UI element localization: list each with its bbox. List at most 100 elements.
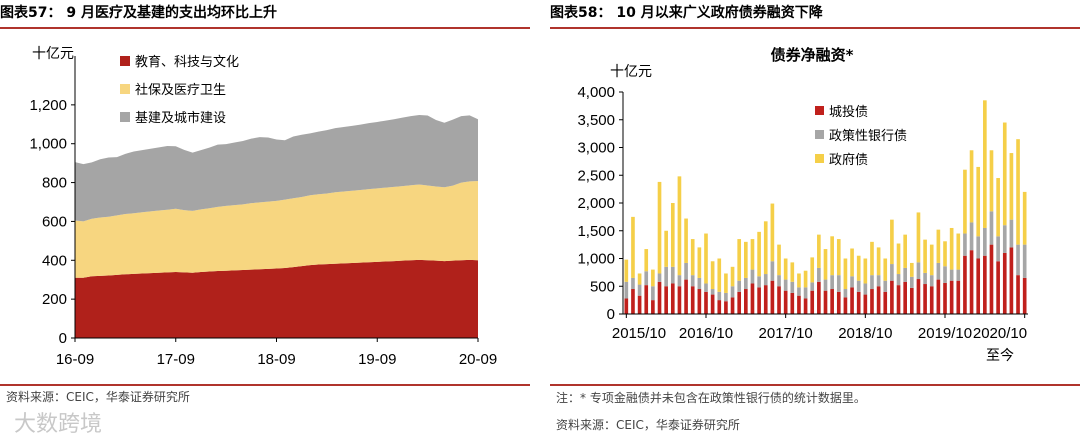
x-tick-label: 16-09 <box>56 351 94 368</box>
bar-1 <box>976 236 981 259</box>
bar-1 <box>823 279 828 291</box>
bar-2 <box>730 266 735 287</box>
bar-2 <box>1009 153 1014 220</box>
bar-2 <box>624 259 629 282</box>
bar-1 <box>963 233 967 256</box>
bar-0 <box>909 287 914 314</box>
bar-1 <box>1022 244 1027 278</box>
bar-0 <box>724 301 728 314</box>
bar-1 <box>969 222 974 251</box>
bar-2 <box>724 273 728 293</box>
legend-swatch-1 <box>815 130 824 139</box>
area-chart: 0 200 400 600 800 1,000 1,200 16-09 17-09 18-09 19… <box>29 46 497 368</box>
bar-2 <box>823 249 828 280</box>
bar-2 <box>890 219 894 265</box>
source-text: 资料来源：CEIC，华泰证券研究所 <box>6 390 190 404</box>
bar-1 <box>757 276 761 288</box>
bar-1 <box>989 211 994 245</box>
bar-0 <box>830 289 834 314</box>
bar-2 <box>856 255 861 281</box>
bar-1 <box>843 289 848 298</box>
legend-label-2: 基建及城市建设 <box>135 110 226 126</box>
bar-1 <box>1016 244 1020 276</box>
y-tick-label: 200 <box>42 291 67 308</box>
bar-1 <box>651 286 655 301</box>
bar-0 <box>783 290 788 314</box>
bar-2 <box>896 243 901 275</box>
bar-1 <box>704 283 708 292</box>
legend-label-0: 城投债 <box>829 104 868 120</box>
chart-title: 债券净融资* <box>771 46 854 64</box>
legend-label-0: 教育、科技与文化 <box>135 54 239 70</box>
bar-2 <box>870 241 874 276</box>
y-tick-label: 1,000 <box>577 251 615 268</box>
bar-0 <box>896 285 901 314</box>
y-tick-label: 1,500 <box>577 223 615 240</box>
bar-2 <box>750 239 755 270</box>
legend-swatch-2 <box>120 112 130 122</box>
bar-2 <box>836 239 841 276</box>
bar-1 <box>903 267 907 282</box>
bar-1 <box>863 283 868 295</box>
bar-1 <box>710 289 715 295</box>
bar-0 <box>956 280 961 314</box>
bar-2 <box>690 239 695 276</box>
bar-1 <box>737 280 742 292</box>
bar-0 <box>943 282 947 314</box>
bar-2 <box>909 262 914 277</box>
bar-0 <box>989 244 994 314</box>
y-tick-label: 400 <box>42 252 67 269</box>
bar-0 <box>717 300 722 314</box>
bar-chart: 债券净融资* 十亿元 0 500 1,000 1,500 2,000 2,500 3,000 3,… <box>577 46 1028 364</box>
bar-0 <box>850 287 854 314</box>
bar-0 <box>770 280 775 314</box>
bar-1 <box>777 275 781 287</box>
x-tick-label: 17-09 <box>157 351 195 368</box>
bar-2 <box>976 166 981 237</box>
bar-2 <box>810 257 815 283</box>
figure-title: 图表57： 9 月医疗及基建的支出均环比上升 <box>0 5 277 21</box>
bar-0 <box>744 289 748 314</box>
bar-1 <box>996 236 1000 262</box>
bar-2 <box>929 244 934 276</box>
area-series-0 <box>75 259 478 338</box>
bar-0 <box>710 294 715 314</box>
bar-1 <box>790 281 795 293</box>
bar-2 <box>1022 191 1027 245</box>
legend-swatch-0 <box>120 56 130 66</box>
bar-0 <box>863 294 868 314</box>
right-chart-panel: 图表58： 10 月以来广义政府债券融资下降 债券净融资* 十亿元 0 500 1,00… <box>550 0 1080 443</box>
x-tick-label: 20-09 <box>459 351 497 368</box>
bar-0 <box>651 300 655 314</box>
bar-0 <box>790 292 795 314</box>
bar-2 <box>644 249 649 272</box>
bar-1 <box>677 275 682 287</box>
bar-0 <box>1002 252 1007 314</box>
bar-0 <box>810 290 815 314</box>
title-rule <box>0 27 530 29</box>
bar-2 <box>631 216 635 278</box>
bar-1 <box>916 262 921 280</box>
bar-0 <box>624 298 629 314</box>
bar-2 <box>983 100 987 228</box>
bar-2 <box>923 239 927 273</box>
bar-0 <box>1022 277 1027 314</box>
bar-2 <box>777 244 781 276</box>
bar-2 <box>830 236 834 276</box>
bar-0 <box>929 286 934 314</box>
bar-0 <box>856 291 861 314</box>
bar-0 <box>817 281 821 314</box>
bar-0 <box>684 279 688 314</box>
x-tick-label: 2020/10 <box>973 325 1027 342</box>
bar-2 <box>1016 139 1020 245</box>
bar-0 <box>836 291 841 314</box>
bar-2 <box>903 234 907 268</box>
bar-1 <box>717 291 722 301</box>
title-rule <box>550 27 1080 29</box>
bar-1 <box>890 264 894 281</box>
source-rule <box>550 384 1080 386</box>
bar-0 <box>890 280 894 314</box>
bar-2 <box>770 203 775 262</box>
bar-1 <box>763 274 768 286</box>
bar-2 <box>843 258 848 290</box>
